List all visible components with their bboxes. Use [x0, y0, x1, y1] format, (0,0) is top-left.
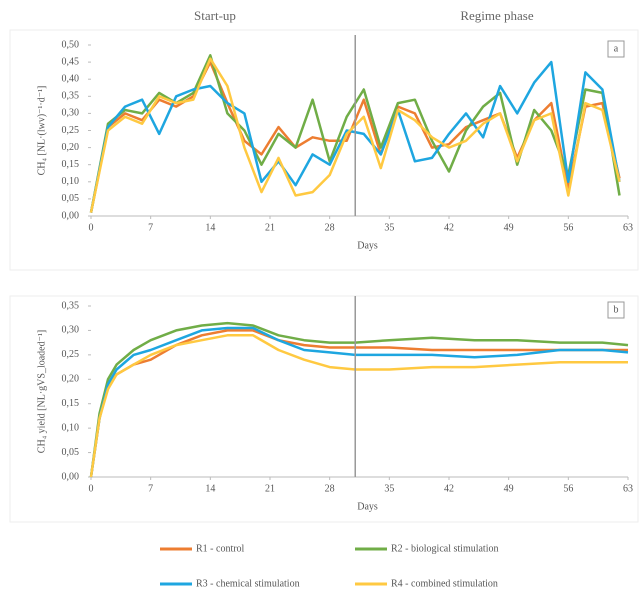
x-tick-label: 63: [623, 222, 633, 233]
annotation: Regime phase: [460, 8, 534, 23]
x-tick-label: 42: [444, 222, 454, 233]
y-tick-label: 0,20: [62, 142, 80, 153]
x-tick-label: 14: [205, 483, 215, 494]
x-tick-label: 49: [504, 483, 514, 494]
series-line: [89, 334, 628, 478]
annotation: Start-up: [194, 8, 236, 23]
x-tick-label: 14: [205, 222, 215, 233]
series-line: [89, 321, 629, 478]
y-tick-label: 0,15: [62, 398, 80, 409]
x-tick-label: 21: [265, 483, 275, 494]
x-tick-label: 49: [504, 222, 514, 233]
y-tick-label: 0,30: [62, 108, 80, 119]
x-tick-label: 28: [325, 483, 335, 494]
x-tick-label: 7: [148, 483, 153, 494]
legend-label: R2 - biological stimulation: [391, 543, 499, 554]
y-tick-label: 0,40: [62, 73, 80, 84]
y-tick-label: 0,05: [62, 447, 80, 458]
y-tick-label: 0,10: [62, 176, 80, 187]
y-tick-label: 0,30: [62, 325, 80, 336]
y-tick-label: 0,00: [62, 471, 80, 482]
y-axis-label: CH₄ yield [NL·gVS_loaded⁻¹]: [36, 330, 47, 453]
legend-label: R4 - combined stimulation: [391, 578, 498, 589]
y-tick-label: 0,05: [62, 193, 80, 204]
x-tick-label: 56: [563, 222, 573, 233]
panel-label: a: [614, 43, 619, 54]
x-tick-label: 35: [384, 483, 394, 494]
legend-label: R3 - chemical stimulation: [196, 578, 300, 589]
x-tick-label: 7: [148, 222, 153, 233]
x-axis-label: Days: [357, 501, 378, 512]
y-tick-label: 0,45: [62, 56, 80, 67]
panel-label-box: [607, 301, 625, 319]
y-axis-label: CH₄ [NL·(lwv)⁻¹·d⁻¹]: [36, 86, 47, 176]
y-tick-label: 0,15: [62, 159, 80, 170]
series-line: [89, 326, 629, 478]
x-axis-label: Days: [357, 240, 378, 251]
x-tick-label: 0: [89, 222, 94, 233]
y-tick-label: 0,10: [62, 422, 80, 433]
y-tick-label: 0,25: [62, 349, 80, 360]
x-tick-label: 28: [325, 222, 335, 233]
x-tick-label: 0: [89, 483, 94, 494]
y-tick-label: 0,35: [62, 300, 80, 311]
x-tick-label: 21: [265, 222, 275, 233]
panel-frame: [9, 29, 639, 271]
y-tick-label: 0,50: [62, 39, 80, 50]
panel-label: b: [614, 304, 619, 315]
x-tick-label: 56: [563, 483, 573, 494]
x-tick-label: 35: [384, 222, 394, 233]
y-tick-label: 0,25: [62, 125, 80, 136]
panel-frame: [9, 295, 639, 523]
legend-label: R1 - control: [196, 543, 245, 554]
panel-label-box: [607, 40, 625, 58]
x-tick-label: 63: [623, 483, 633, 494]
x-tick-label: 42: [444, 483, 454, 494]
y-tick-label: 0,35: [62, 91, 80, 102]
y-tick-label: 0,20: [62, 374, 80, 385]
y-tick-label: 0,00: [62, 210, 80, 221]
